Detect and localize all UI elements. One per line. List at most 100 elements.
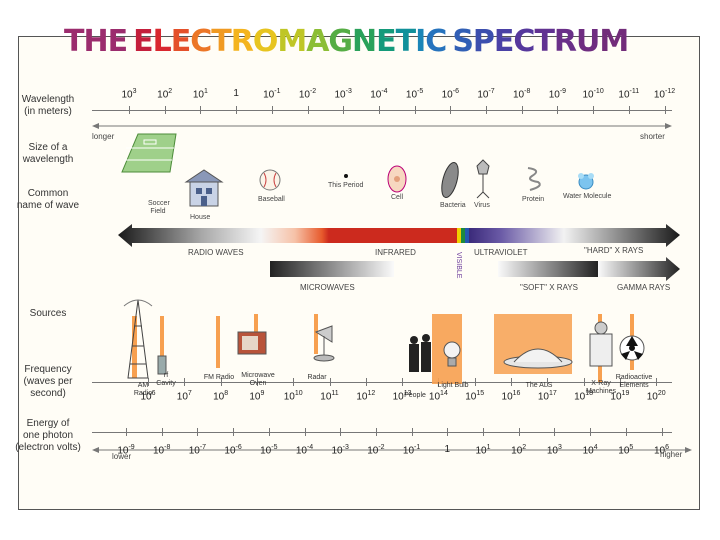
label-wavelength: Wavelength (in meters) — [6, 94, 90, 118]
baseball-icon — [259, 169, 281, 191]
tick-exponent: 2 — [522, 444, 527, 451]
tick-label: 10-2 — [288, 88, 328, 100]
tick-label: 10-8 — [142, 444, 182, 456]
tick-label: 10-7 — [177, 444, 217, 456]
title-letter: E — [133, 24, 153, 59]
ruler-tick — [414, 106, 416, 114]
page-title: THE ELECTROMAGNETIC SPECTRUM — [64, 24, 629, 59]
ruler-tick — [583, 378, 585, 386]
tick-label: 10-5 — [395, 88, 435, 100]
tick-base: 10 — [537, 391, 549, 403]
ruler-tick — [518, 428, 520, 436]
tick-base: 10 — [618, 445, 630, 457]
tick-exponent: 5 — [629, 444, 634, 451]
tick-label: 1019 — [600, 390, 640, 402]
tick-base: 1 — [444, 444, 451, 455]
ruler-tick — [625, 428, 627, 436]
tick-base: 10 — [610, 391, 622, 403]
ruler-tick — [329, 378, 331, 386]
tick-exponent: -7 — [488, 88, 495, 95]
protein-label: Protein — [522, 196, 545, 203]
tick-base: 10 — [548, 89, 560, 101]
tick-exponent: 12 — [367, 390, 376, 397]
tick-label: 108 — [201, 390, 241, 402]
ruler-tick — [554, 428, 556, 436]
ruler-tick — [521, 106, 523, 114]
ruler-tick — [447, 428, 449, 436]
label-common-name: Common name of wave — [6, 188, 90, 212]
tick-base: 10 — [618, 89, 630, 101]
microwave-oven-label: Microwave Oven — [241, 372, 275, 387]
tick-base: 10 — [646, 391, 658, 403]
ultraviolet-label: ULTRAVIOLET — [474, 248, 528, 257]
wavelength-ruler — [92, 106, 672, 114]
tick-base: 10 — [465, 391, 477, 403]
tick-label: 1011 — [310, 390, 350, 402]
tick-exponent: -10 — [593, 88, 604, 95]
tick-exponent: -4 — [306, 444, 314, 451]
title-letter: S — [452, 24, 474, 59]
ruler-tick — [411, 428, 413, 436]
tick-label: 105 — [606, 444, 646, 456]
energy-ruler — [92, 428, 672, 436]
tick-base: 10 — [356, 391, 368, 403]
label-sources: Sources — [6, 308, 90, 320]
tick-base: 10 — [367, 445, 379, 457]
tick-label: 10-5 — [249, 444, 289, 456]
ruler-tick — [628, 106, 630, 114]
label-line: wavelength — [22, 154, 74, 165]
tick-label: 10-1 — [252, 88, 292, 100]
ruler-tick — [126, 428, 127, 436]
label-line: name of wave — [16, 200, 80, 211]
tick-base: 10 — [283, 391, 295, 403]
ruler-tick — [593, 106, 595, 114]
tick-exponent: 17 — [548, 390, 557, 397]
label-line: Energy of — [26, 418, 70, 429]
tick-label: 103 — [534, 444, 574, 456]
infrared-label: INFRARED — [375, 248, 416, 257]
tick-base: 10 — [295, 445, 307, 457]
tick-exponent: 1 — [204, 88, 208, 95]
tick-base: 10 — [176, 391, 188, 403]
tick-base: 10 — [582, 445, 594, 457]
title-letter: N — [352, 24, 377, 59]
label-line: (in meters) — [24, 106, 72, 117]
tick-label: 1012 — [346, 390, 386, 402]
ruler-tick — [220, 378, 222, 386]
tick-base: 10 — [334, 89, 346, 101]
ruler-tick — [271, 106, 273, 114]
tick-exponent: 10 — [294, 390, 303, 397]
label-line: second) — [30, 388, 66, 399]
tick-base: 10 — [653, 445, 666, 457]
tick-base: 10 — [475, 445, 487, 457]
soft-xray-label: "SOFT" X RAYS — [520, 283, 578, 292]
tick-label: 102 — [499, 444, 539, 456]
tick-base: 10 — [140, 391, 152, 403]
tick-label: 10-7 — [466, 88, 506, 100]
ruler-tick — [343, 106, 345, 114]
radar-label: Radar — [307, 374, 327, 381]
tick-exponent: 11 — [331, 390, 339, 397]
water-molecule-icon — [578, 173, 594, 190]
tick-base: 10 — [392, 391, 404, 403]
tick-label: 107 — [164, 390, 204, 402]
ruler-tick — [557, 106, 559, 114]
tick-exponent: -12 — [665, 88, 676, 95]
period-dot-icon — [344, 174, 348, 178]
shorter-label: shorter — [640, 132, 665, 141]
tick-label: 1014 — [418, 390, 458, 402]
tick-exponent: -9 — [559, 88, 567, 95]
baseball-label: Baseball — [258, 196, 285, 203]
tick-label: 106 — [642, 444, 682, 456]
tick-exponent: 1 — [486, 444, 491, 451]
title-letter: C — [190, 24, 212, 59]
tick-label: 10-9 — [106, 444, 146, 456]
tick-exponent: -3 — [345, 88, 352, 95]
light-bulb-label: Light Bulb — [437, 382, 469, 389]
tick-base: 10 — [511, 445, 523, 457]
tick-label: 1013 — [382, 390, 422, 402]
title-letter: E — [170, 24, 191, 59]
am-radio-label: AM Radio — [133, 382, 153, 397]
tick-base: 10 — [224, 445, 236, 457]
tick-exponent: 14 — [440, 390, 448, 397]
